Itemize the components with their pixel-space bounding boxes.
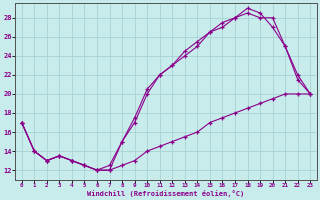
- X-axis label: Windchill (Refroidissement éolien,°C): Windchill (Refroidissement éolien,°C): [87, 190, 244, 197]
